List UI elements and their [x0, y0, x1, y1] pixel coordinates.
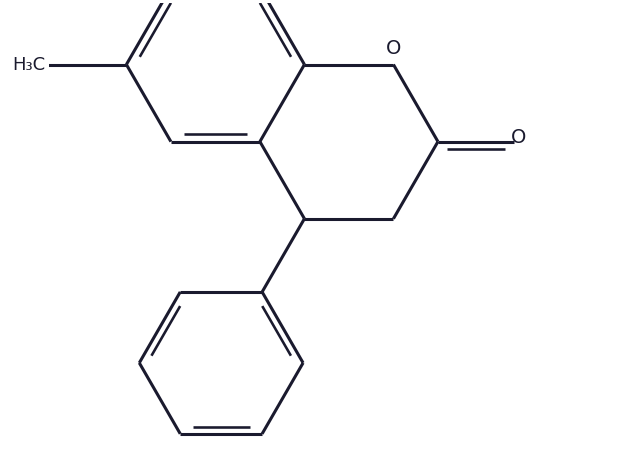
- Text: H₃C: H₃C: [12, 55, 45, 73]
- Text: O: O: [511, 128, 527, 147]
- Text: O: O: [386, 39, 401, 58]
